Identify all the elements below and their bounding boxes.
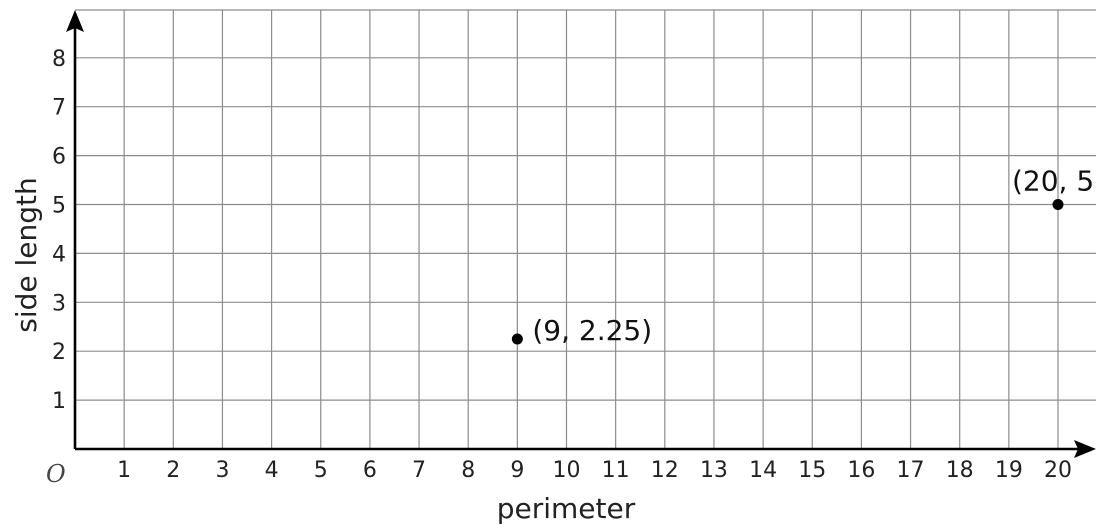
- y-tick-label: 7: [52, 96, 66, 121]
- data-points: (9, 2.25) (20, 5): [511, 165, 1096, 347]
- x-tick-label: 11: [602, 458, 630, 483]
- x-axis-arrowhead: [1074, 440, 1096, 458]
- x-tick-label: 19: [995, 458, 1023, 483]
- x-tick-label: 3: [215, 458, 229, 483]
- x-tick-label: 12: [651, 458, 679, 483]
- x-tick-label: 16: [847, 458, 875, 483]
- y-tick-label: 2: [52, 340, 66, 365]
- x-tick-label: 15: [798, 458, 826, 483]
- data-point-label: (9, 2.25): [532, 314, 652, 347]
- x-tick-label: 7: [412, 458, 426, 483]
- data-point: [511, 333, 523, 345]
- y-axis-arrowhead: [66, 10, 84, 32]
- axes: [66, 10, 1096, 458]
- y-tick-label: 3: [52, 291, 66, 316]
- y-tick-labels: 1 2 3 4 5 6 7 8: [52, 47, 66, 414]
- origin-label: O: [46, 460, 66, 488]
- x-tick-label: 17: [897, 458, 925, 483]
- grid: [75, 9, 1096, 449]
- x-tick-label: 9: [510, 458, 524, 483]
- data-point: [1052, 199, 1064, 210]
- x-tick-label: 6: [363, 458, 377, 483]
- x-tick-label: 18: [946, 458, 974, 483]
- y-tick-label: 8: [52, 47, 66, 72]
- x-tick-label: 20: [1044, 458, 1072, 483]
- data-point-label: (20, 5): [1012, 165, 1096, 198]
- x-tick-label: 5: [314, 458, 328, 483]
- x-tick-label: 8: [461, 458, 475, 483]
- x-tick-label: 14: [749, 458, 777, 483]
- y-tick-label: 5: [52, 194, 66, 219]
- x-tick-label: 4: [265, 458, 279, 483]
- x-tick-label: 10: [553, 458, 581, 483]
- y-tick-label: 1: [52, 389, 66, 414]
- x-tick-label: 2: [166, 458, 180, 483]
- y-tick-label: 6: [52, 145, 66, 170]
- y-tick-label: 4: [52, 242, 66, 267]
- y-axis-title: side length: [10, 177, 43, 333]
- x-tick-label: 13: [700, 458, 728, 483]
- x-tick-label: 1: [117, 458, 131, 483]
- x-tick-labels: 1 2 3 4 5 6 7 8 9 10 11 12 13 14 15 16 17 18 19 20: [117, 458, 1072, 483]
- x-axis-title: perimeter: [497, 492, 636, 525]
